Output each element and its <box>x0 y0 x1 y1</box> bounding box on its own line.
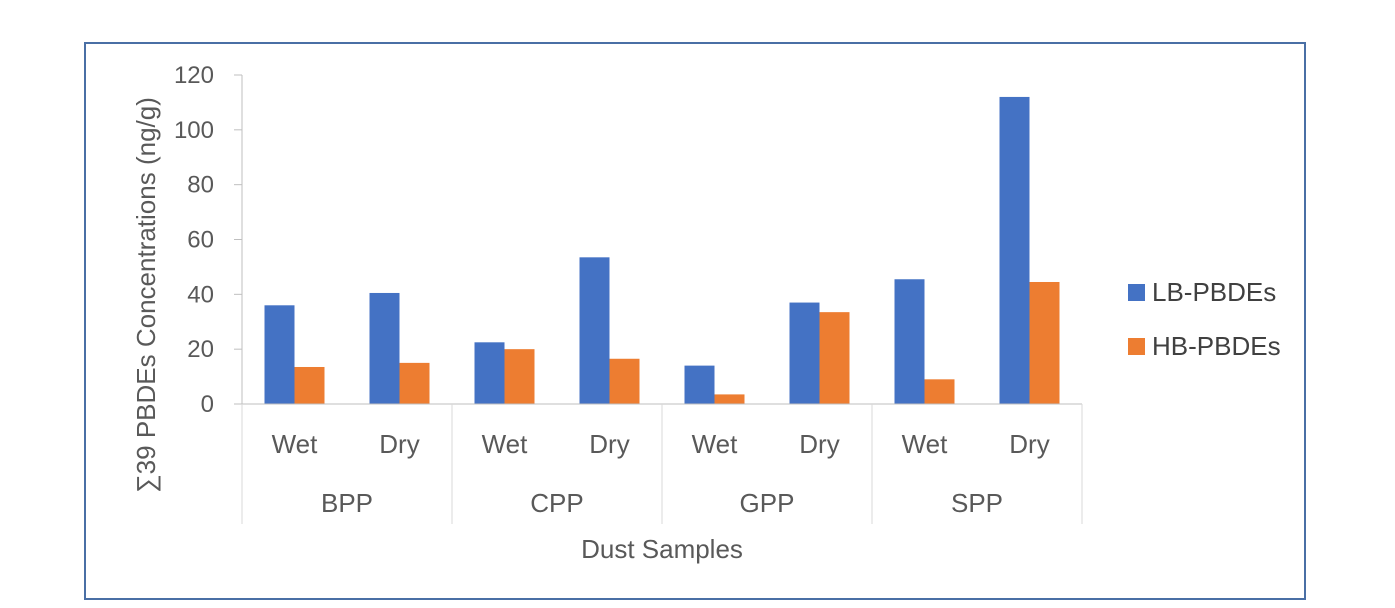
group-label: CPP <box>530 488 583 518</box>
x-tick-label: Dry <box>379 429 419 459</box>
bars <box>264 96 1060 404</box>
y-tick-label: 60 <box>187 227 214 254</box>
x-tick-label: Wet <box>692 429 739 459</box>
group-label: BPP <box>321 488 373 518</box>
bar-lb-pbdes-1 <box>369 292 400 404</box>
bar-hb-pbdes-1 <box>399 362 430 404</box>
x-tick-label: Dry <box>1009 429 1049 459</box>
bar-lb-pbdes-5 <box>789 302 820 404</box>
x-tick-label: Wet <box>902 429 949 459</box>
legend-swatch-lb-pbdes <box>1128 284 1145 301</box>
group-label: GPP <box>740 488 795 518</box>
bar-lb-pbdes-7 <box>999 96 1030 404</box>
y-tick-label: 20 <box>187 336 214 363</box>
x-tick-label: Wet <box>272 429 319 459</box>
y-axis-title: ∑39 PBDEs Concentrations (ng/g) <box>131 97 161 493</box>
bar-lb-pbdes-0 <box>264 305 295 404</box>
x-tick-label: Wet <box>482 429 529 459</box>
legend-swatch-hb-pbdes <box>1128 338 1145 355</box>
bar-hb-pbdes-7 <box>1029 281 1060 404</box>
y-tick-label: 120 <box>174 62 214 89</box>
group-label: SPP <box>951 488 1003 518</box>
x-tick-label: Dry <box>589 429 629 459</box>
bar-hb-pbdes-2 <box>504 349 535 404</box>
bar-hb-pbdes-6 <box>924 379 955 404</box>
x-tick-label: Dry <box>799 429 839 459</box>
y-axis: 0 20 40 60 80 100 120 <box>174 62 243 418</box>
legend-label: LB-PBDEs <box>1152 277 1276 307</box>
bar-lb-pbdes-2 <box>474 342 505 404</box>
y-tick-label: 0 <box>201 391 214 418</box>
bar-lb-pbdes-6 <box>894 279 925 404</box>
bar-hb-pbdes-5 <box>819 312 850 404</box>
y-tick-label: 40 <box>187 281 214 308</box>
y-tick-label: 80 <box>187 172 214 199</box>
bar-lb-pbdes-4 <box>684 365 715 404</box>
bar-hb-pbdes-4 <box>714 394 745 404</box>
x-axis-title: Dust Samples <box>581 534 743 564</box>
legend-label: HB-PBDEs <box>1152 331 1281 361</box>
y-tick-label: 100 <box>174 117 214 144</box>
bar-lb-pbdes-3 <box>579 257 610 404</box>
legend: LB-PBDEs HB-PBDEs <box>1128 277 1281 361</box>
bar-hb-pbdes-3 <box>609 358 640 404</box>
bar-hb-pbdes-0 <box>294 366 325 404</box>
